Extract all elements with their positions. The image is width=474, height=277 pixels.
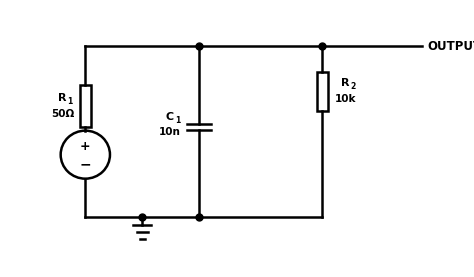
Text: +: +: [80, 140, 91, 153]
Text: 10n: 10n: [159, 127, 181, 137]
Text: −: −: [80, 157, 91, 171]
Text: 10k: 10k: [334, 94, 356, 104]
Bar: [317, 71, 328, 111]
Text: 2: 2: [350, 82, 356, 91]
Text: 1: 1: [175, 116, 181, 125]
Text: 50Ω: 50Ω: [51, 109, 74, 119]
Bar: [80, 85, 91, 127]
Text: C: C: [165, 112, 174, 122]
Text: 1: 1: [67, 97, 73, 106]
Text: R: R: [58, 93, 67, 103]
Text: R: R: [341, 78, 349, 88]
Text: OUTPUT: OUTPUT: [428, 40, 474, 53]
